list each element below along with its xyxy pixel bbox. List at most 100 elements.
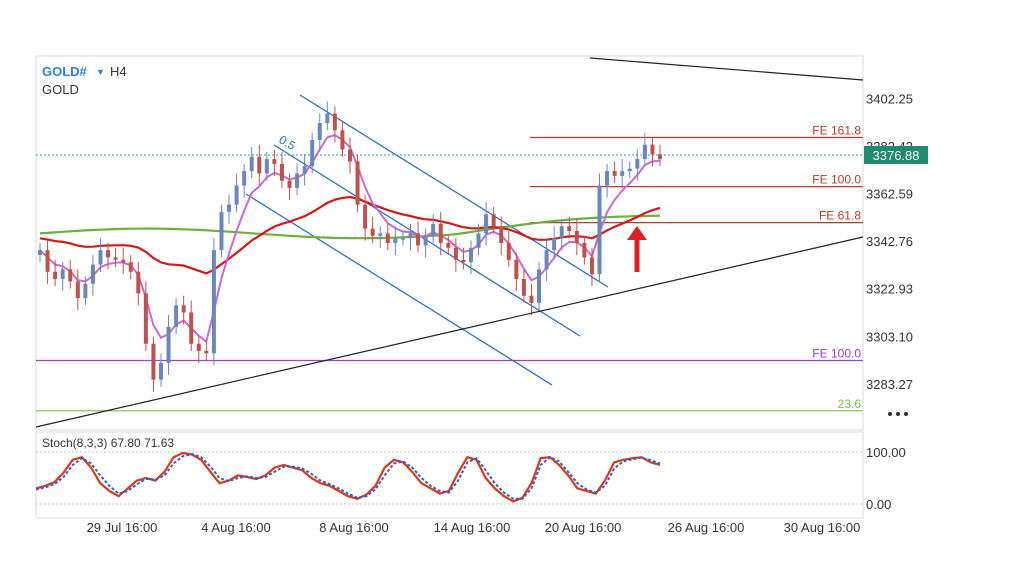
candle bbox=[514, 252, 519, 291]
candle bbox=[499, 216, 504, 255]
candle bbox=[642, 132, 647, 167]
fib-level-label: 23.6 bbox=[838, 397, 862, 411]
stoch-title: Stoch(8,3,3) 67.80 71.63 bbox=[42, 436, 174, 450]
candle bbox=[574, 219, 579, 255]
y-tick-label: 3322.93 bbox=[866, 282, 913, 297]
y-tick-label: 3362.59 bbox=[866, 187, 913, 202]
candle bbox=[121, 247, 126, 275]
trendline-upper bbox=[589, 57, 864, 81]
y-tick-label: 3303.10 bbox=[866, 329, 913, 344]
stoch-signal-line bbox=[36, 453, 661, 500]
candle bbox=[181, 295, 186, 325]
main-pane-frame bbox=[35, 55, 864, 431]
x-tick-label: 14 Aug 16:00 bbox=[434, 520, 511, 535]
candle bbox=[446, 235, 451, 255]
x-tick-label: 29 Jul 16:00 bbox=[87, 520, 158, 535]
candle bbox=[189, 300, 194, 351]
candle bbox=[174, 298, 179, 335]
candle bbox=[219, 204, 224, 258]
fib-level-label: FE 100.0 bbox=[812, 346, 861, 360]
candle bbox=[151, 336, 156, 392]
ma-green-line bbox=[39, 214, 661, 240]
y-tick-label: 3342.76 bbox=[866, 234, 913, 249]
candle bbox=[272, 149, 277, 176]
ma-red-line bbox=[39, 195, 661, 275]
candle bbox=[302, 154, 307, 186]
candle bbox=[589, 247, 594, 287]
candle bbox=[370, 216, 375, 243]
price-badge bbox=[864, 146, 928, 164]
candle bbox=[287, 173, 292, 200]
candle bbox=[544, 240, 549, 282]
subtitle-label: GOLD bbox=[42, 82, 79, 97]
up-arrow-icon bbox=[627, 226, 647, 272]
candle bbox=[166, 314, 171, 375]
caret-down-icon[interactable]: ▼ bbox=[96, 67, 105, 77]
candle bbox=[196, 336, 201, 363]
candle bbox=[204, 341, 209, 361]
candle bbox=[90, 254, 95, 296]
candle bbox=[491, 207, 496, 234]
fib-level-label: FE 100.0 bbox=[812, 173, 861, 187]
x-tick-label: 8 Aug 16:00 bbox=[319, 520, 388, 535]
y-tick-label: 3402.25 bbox=[866, 92, 913, 107]
candle bbox=[521, 269, 526, 303]
trendline-support bbox=[35, 236, 864, 428]
candle bbox=[60, 262, 65, 291]
candle bbox=[393, 226, 398, 255]
candle bbox=[408, 223, 413, 251]
x-tick-label: 4 Aug 16:00 bbox=[201, 520, 270, 535]
y-tick-label: 3283.27 bbox=[866, 377, 913, 392]
candle bbox=[484, 202, 489, 246]
candle bbox=[582, 235, 587, 265]
x-tick-label: 20 Aug 16:00 bbox=[545, 520, 622, 535]
candle bbox=[234, 173, 239, 212]
candle bbox=[461, 247, 466, 270]
candle bbox=[332, 106, 337, 143]
timeframe-label[interactable]: H4 bbox=[110, 64, 127, 79]
candle bbox=[45, 240, 50, 284]
candle bbox=[597, 173, 602, 282]
candle bbox=[363, 195, 368, 241]
candle bbox=[438, 211, 443, 255]
fib-level-label: FE 61.8 bbox=[819, 209, 861, 223]
more-dots-icon[interactable] bbox=[888, 412, 908, 416]
candle bbox=[340, 120, 345, 157]
candle bbox=[378, 226, 383, 248]
candle bbox=[143, 281, 148, 351]
candle bbox=[400, 231, 405, 246]
candle bbox=[453, 238, 458, 272]
candle bbox=[128, 254, 133, 279]
candle bbox=[620, 159, 625, 188]
candle bbox=[295, 163, 300, 196]
candle bbox=[310, 132, 315, 174]
candle bbox=[83, 276, 88, 306]
candle bbox=[38, 243, 42, 263]
candle bbox=[242, 163, 247, 198]
candle bbox=[416, 221, 421, 253]
candle bbox=[113, 247, 118, 267]
candle bbox=[249, 147, 254, 179]
fib-level-label: FE 161.8 bbox=[812, 124, 861, 138]
candle bbox=[75, 269, 80, 311]
candle bbox=[537, 262, 542, 311]
candle bbox=[279, 151, 284, 188]
candle bbox=[257, 144, 262, 186]
candle bbox=[317, 113, 322, 152]
candle bbox=[552, 226, 557, 258]
candle bbox=[98, 238, 103, 272]
stoch-y-tick-label: 100.00 bbox=[866, 445, 906, 460]
candle bbox=[136, 262, 141, 306]
candle bbox=[211, 238, 216, 366]
candle bbox=[53, 259, 58, 287]
symbol-label[interactable]: GOLD# bbox=[42, 64, 88, 79]
candle bbox=[325, 101, 330, 131]
channel-label: 0.5 bbox=[277, 132, 299, 153]
candle bbox=[627, 161, 632, 179]
stoch-y-tick-label: 0.00 bbox=[866, 497, 891, 512]
stoch-main-line bbox=[36, 451, 661, 503]
price-badge-value: 3376.88 bbox=[873, 148, 920, 163]
candle bbox=[106, 243, 111, 270]
candle bbox=[506, 231, 511, 267]
